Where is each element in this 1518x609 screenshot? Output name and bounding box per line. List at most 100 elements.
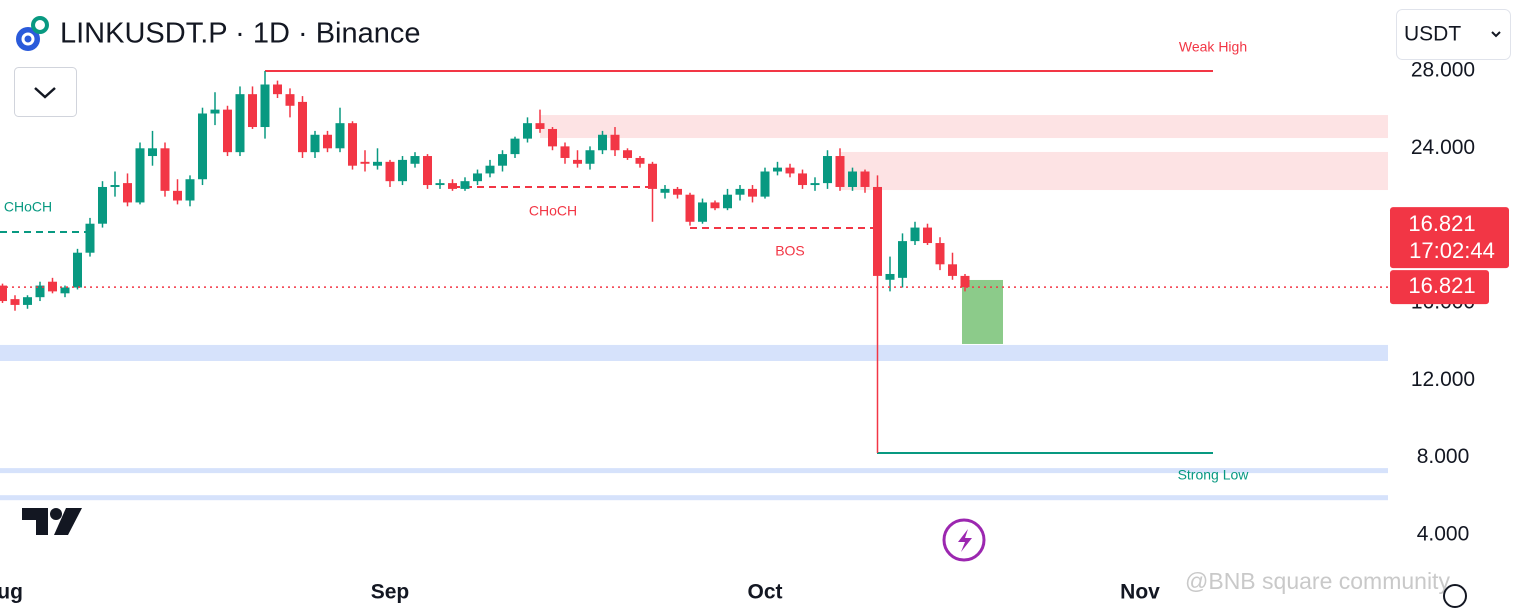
candle-body bbox=[123, 183, 132, 203]
candle-body bbox=[248, 94, 257, 128]
candle-body bbox=[910, 227, 920, 242]
x-tick-label: Nov bbox=[1120, 581, 1160, 604]
x-tick-label: Oct bbox=[747, 581, 782, 604]
candle-body bbox=[698, 202, 707, 222]
candle-body bbox=[785, 167, 795, 174]
candle-body bbox=[748, 188, 757, 197]
currency-label: USDT bbox=[1404, 23, 1461, 46]
level-label: CHoCH bbox=[4, 199, 52, 215]
candle-body bbox=[10, 299, 20, 305]
candle-body bbox=[773, 167, 782, 172]
chevron-icon bbox=[34, 87, 56, 99]
zones bbox=[0, 115, 1388, 501]
level-label: Weak High bbox=[1179, 39, 1247, 55]
candle-body bbox=[48, 281, 57, 292]
chart-title: LINKUSDT.P · 1D · Binance bbox=[60, 18, 421, 50]
candle-body bbox=[473, 173, 482, 182]
zone bbox=[0, 495, 1388, 501]
price-box bbox=[1390, 270, 1489, 305]
candle-body bbox=[685, 194, 695, 222]
candle-body bbox=[660, 188, 670, 193]
candle-body bbox=[98, 186, 107, 224]
candle-body bbox=[960, 275, 970, 288]
candle-body bbox=[310, 134, 320, 153]
level-label: BOS bbox=[775, 243, 805, 259]
candle-body bbox=[23, 297, 32, 305]
zone bbox=[0, 344, 1388, 361]
candle-body bbox=[573, 159, 582, 164]
candle-body bbox=[173, 190, 182, 201]
candle-body bbox=[373, 161, 382, 166]
y-tick-label: 12.000 bbox=[1411, 368, 1475, 391]
candle-body bbox=[723, 194, 732, 209]
candle-body bbox=[148, 148, 157, 157]
candle-body bbox=[810, 183, 820, 186]
collapse-button[interactable] bbox=[14, 67, 77, 117]
candle-body bbox=[948, 264, 957, 276]
candle-body bbox=[360, 161, 370, 164]
zone bbox=[540, 115, 1388, 139]
candle-body bbox=[160, 148, 170, 191]
candle-body bbox=[548, 128, 557, 147]
candle-body bbox=[835, 156, 845, 187]
y-tick-label: 28.000 bbox=[1411, 59, 1475, 82]
candle-body bbox=[448, 183, 457, 189]
candle-body bbox=[760, 171, 770, 197]
symbol-logo bbox=[16, 16, 49, 51]
candle-body bbox=[285, 94, 295, 106]
y-tick-label: 4.000 bbox=[1417, 523, 1470, 546]
countdown-label: 17:02:44 bbox=[1409, 238, 1495, 263]
candle-body bbox=[523, 123, 532, 139]
candle-body bbox=[710, 202, 720, 209]
candle-body bbox=[823, 156, 832, 184]
price-box bbox=[1390, 207, 1509, 269]
price-label: 16.821 bbox=[1408, 211, 1475, 236]
candle-body bbox=[860, 171, 870, 187]
candle-body bbox=[560, 146, 570, 158]
x-tick-label: Aug bbox=[0, 581, 23, 604]
candle-body bbox=[623, 150, 632, 158]
tradingview-logo bbox=[22, 508, 82, 535]
candle-body bbox=[335, 123, 345, 149]
candle-body bbox=[648, 163, 657, 189]
candle-body bbox=[585, 150, 595, 164]
candle-body bbox=[410, 156, 420, 164]
candle-body bbox=[235, 94, 245, 153]
candle-body bbox=[110, 185, 120, 187]
candle-body bbox=[485, 165, 495, 174]
candle-body bbox=[498, 154, 507, 166]
candle-body bbox=[848, 171, 857, 187]
candle-body bbox=[423, 156, 432, 186]
axis: 4.0008.00012.00016.00024.00028.000AugSep… bbox=[0, 59, 1475, 604]
candle-body bbox=[460, 181, 470, 189]
candle-body bbox=[35, 285, 45, 298]
y-tick-label: 24.000 bbox=[1411, 136, 1475, 159]
candle-body bbox=[223, 109, 232, 153]
dropdown-arrow bbox=[1491, 31, 1501, 38]
candle-body bbox=[298, 101, 307, 153]
candle-body bbox=[323, 134, 332, 149]
level-label: Strong Low bbox=[1178, 467, 1250, 483]
lightning-icon[interactable] bbox=[942, 518, 986, 562]
y-tick-label: 8.000 bbox=[1417, 445, 1470, 468]
plot: Weak High Strong Low CHoCH CHoCH BOS 16.82117… bbox=[0, 39, 1509, 483]
settings-icon[interactable] bbox=[1443, 584, 1467, 608]
level-label: CHoCH bbox=[529, 203, 577, 219]
zone bbox=[0, 468, 1388, 474]
candle-body bbox=[198, 113, 207, 180]
candle-body bbox=[610, 134, 620, 151]
candle-body bbox=[385, 161, 395, 182]
candle-body bbox=[798, 173, 807, 186]
candle-body bbox=[185, 179, 195, 201]
candle-body bbox=[885, 273, 895, 280]
candle-body bbox=[873, 186, 882, 276]
x-tick-label: Sep bbox=[371, 581, 410, 604]
candle-body bbox=[923, 227, 932, 244]
candle-body bbox=[273, 84, 282, 95]
candle-body bbox=[598, 134, 607, 151]
candle-body bbox=[210, 109, 220, 114]
candle-body bbox=[935, 243, 945, 265]
watermark: @BNB square community bbox=[1185, 568, 1450, 594]
currency-dropdown[interactable] bbox=[1396, 9, 1511, 60]
